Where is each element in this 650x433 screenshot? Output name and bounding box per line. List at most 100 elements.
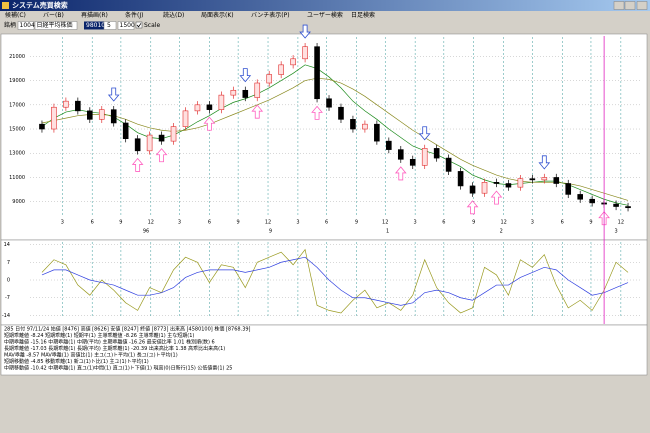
count-text: 1500 [120,22,135,29]
info-line: 短期移動値 -4.85 移動乖離(1) 新ユ(1)ト比(1) 主ユ(1)ト平均(… [4,358,149,365]
period-label: 3 [614,229,617,235]
minimize-button[interactable] [613,1,625,10]
count-field[interactable] [117,21,135,30]
price-panel [0,33,648,241]
candle-body [469,185,476,194]
candle-body [505,183,512,188]
candle-body [278,64,284,75]
menu-bar: 候補(C) バー(B) 再描画(R) 条件(J) 読込(D) 局面表示(K) バンチ表示(P… [0,11,650,20]
x-tick-label: 3 [296,220,299,226]
candle-body [541,177,548,181]
menu-item[interactable]: 条件(J) [125,11,143,19]
scale-checkbox[interactable] [135,21,143,29]
candle-body [338,106,344,120]
toolbar: 銘柄 1004 日経平均株価 980104 5 1500 Scale [4,21,160,30]
close-button[interactable] [636,1,648,10]
candle-body [386,140,392,150]
candle-body [589,198,595,204]
toolbar-label: 銘柄 [4,21,16,29]
y-tick-label: 11000 [9,175,25,181]
name-field [34,21,78,30]
candle-body [529,178,536,181]
menu-item[interactable]: 候補(C) [5,11,26,19]
y-tick-label: 17000 [9,102,25,108]
candle-body [134,138,141,152]
period-label: 2 [500,229,503,235]
maximize-button[interactable] [624,1,636,10]
candle-body [445,157,452,172]
scale-label: Scale [144,22,160,29]
x-tick-label: 12 [148,220,154,226]
x-tick-label: 12 [618,220,624,226]
x-tick-label: 6 [208,220,211,226]
menu-item[interactable]: バー(B) [43,12,64,19]
candle-body [433,148,440,159]
candle-body [75,100,81,112]
candle-body [266,74,273,84]
candle-body [182,110,189,127]
menu-item[interactable]: ユーザー検索 [307,11,343,19]
candle-body [362,123,368,130]
x-tick-label: 6 [325,220,328,226]
candle-body [350,119,356,130]
candle-body [98,109,105,120]
x-tick-label: 6 [561,220,564,226]
buy-arrow [251,104,264,119]
osc-tick-label: -14 [2,313,10,319]
sell-arrow [299,24,311,39]
osc-tick-label: 0 [7,278,10,284]
menu-item[interactable]: 日足検索 [351,11,375,19]
buy-arrow [155,148,168,163]
x-tick-label: 12 [265,220,271,226]
date-field[interactable] [84,21,104,30]
x-tick-label: 9 [119,220,122,226]
oscillator-line [41,248,629,314]
candle-body [457,171,464,187]
buy-arrow [311,105,323,120]
candle-body [51,106,57,130]
candle-body [206,104,213,110]
x-tick-label: 3 [414,220,417,226]
app-icon [2,2,9,9]
menu-item[interactable]: 局面表示(K) [201,11,234,19]
buy-arrow [131,157,144,172]
menu-item[interactable]: バンチ表示(P) [251,11,290,19]
candle-body [170,126,177,142]
x-tick-label: 3 [178,220,181,226]
code-text: 1004 [20,22,35,29]
candle-body [242,89,249,98]
osc-tick-label: -7 [5,295,10,301]
candle-body [230,89,237,96]
x-tick-label: 3 [531,220,534,226]
span-field[interactable] [103,21,117,30]
y-tick-label: 13000 [9,151,25,157]
candle-body [481,182,488,194]
candle-body [290,58,296,66]
menu-item[interactable]: 読込(D) [163,11,184,19]
sell-arrow [239,68,252,83]
info-line: 短期乖離値 -8.24 短期乖離(1) 短期平(1) 主導乖離値 -8.26 主… [4,332,194,339]
candle-body [374,123,380,142]
info-line: 中期移動値 -10.42 中期乖離(1) 直ユ(1)中間(1) 直ユ(1)ト下値… [4,365,232,372]
name-text: 日経平均株価 [37,21,73,29]
x-tick-label: 9 [589,220,592,226]
info-panel [0,324,648,376]
buy-arrow [394,166,407,181]
title-bar [0,0,650,11]
candle-body [63,100,69,108]
check-mark [136,23,142,28]
code-input[interactable] [17,21,35,30]
y-tick-label: 9000 [12,199,25,205]
candle-body [553,177,560,184]
candle-body [146,134,153,152]
window-buttons[interactable] [613,1,648,10]
sell-arrow [418,126,431,141]
period-label: 9 [269,229,272,235]
candle-body [254,82,261,98]
buy-arrow [490,190,503,205]
menu-item[interactable]: 再描画(R) [81,11,108,19]
candle-body [110,109,117,124]
plot: 9000 11000 13000 15000 17000 19000 21000 -14 -7 0… [2,24,640,372]
x-tick-label: 9 [472,220,475,226]
